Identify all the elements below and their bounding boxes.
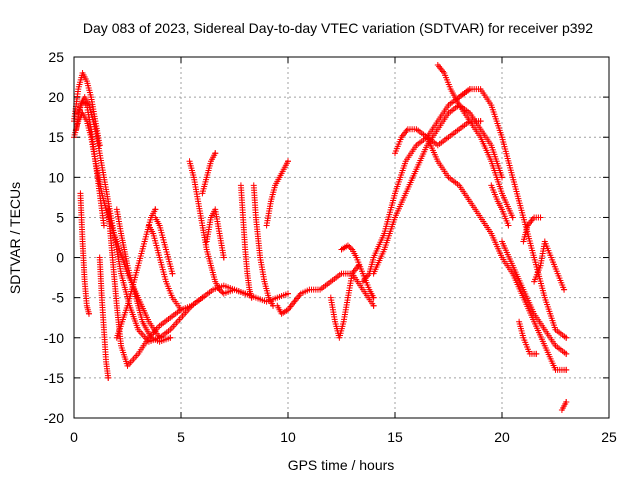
series-arc32 <box>488 182 512 229</box>
series-arc29 <box>531 238 568 293</box>
series-arc25 <box>434 62 516 221</box>
x-tick-label: 10 <box>280 429 296 445</box>
data-point <box>217 287 224 294</box>
y-tick-label: -15 <box>44 370 64 386</box>
y-tick-label: 0 <box>56 250 64 266</box>
chart-title: Day 083 of 2023, Sidereal Day-to-day VTE… <box>83 20 593 36</box>
data-point <box>167 334 174 341</box>
series-arc11 <box>152 214 176 277</box>
series-arc30 <box>558 398 570 413</box>
series-arc6 <box>96 254 112 381</box>
data-point <box>533 350 540 357</box>
data-point <box>220 254 227 261</box>
x-tick-label: 20 <box>494 429 510 445</box>
series-arc10 <box>145 222 249 313</box>
data-point <box>537 214 544 221</box>
series-arc14 <box>203 206 227 261</box>
data-point <box>169 270 176 277</box>
data-point <box>346 243 353 250</box>
data-point <box>216 286 223 293</box>
series-arc18 <box>274 270 377 317</box>
data-point <box>100 222 107 229</box>
data-point <box>285 290 291 297</box>
data-point <box>563 350 570 357</box>
y-tick-label: 10 <box>48 169 64 185</box>
y-tick-label: -10 <box>44 330 64 346</box>
x-axis-label: GPS time / hours <box>288 457 395 473</box>
y-tick-label: 15 <box>48 129 64 145</box>
data-point <box>347 245 354 252</box>
series-arc16 <box>250 182 277 309</box>
data-point <box>80 99 87 106</box>
series-arc28 <box>516 318 540 357</box>
x-tick-label: 5 <box>177 429 185 445</box>
series-arc5 <box>77 190 92 317</box>
data-points <box>71 62 570 413</box>
data-point <box>152 206 159 213</box>
data-point <box>563 366 570 373</box>
data-point <box>477 118 484 125</box>
y-tick-label: -5 <box>52 290 65 306</box>
data-point <box>85 310 92 317</box>
series-arc26 <box>456 86 570 341</box>
x-tick-label: 15 <box>387 429 403 445</box>
series-arc12 <box>186 158 291 305</box>
data-point <box>82 100 89 107</box>
y-tick-label: 20 <box>48 89 64 105</box>
data-point <box>370 302 377 309</box>
data-point <box>285 158 291 165</box>
y-axis-label: SDTVAR / TECUs <box>7 182 23 294</box>
data-point <box>505 222 512 229</box>
y-tick-label: 25 <box>48 49 64 65</box>
data-point <box>563 398 570 405</box>
grid <box>74 57 609 418</box>
x-tick-label: 0 <box>70 429 78 445</box>
data-point <box>105 374 112 381</box>
series-arc27 <box>499 238 570 357</box>
series-arc24 <box>424 134 570 373</box>
series-arc15 <box>237 182 255 301</box>
data-point <box>79 98 86 105</box>
data-point <box>370 294 377 301</box>
data-point <box>561 286 568 293</box>
series-arc1 <box>71 70 103 149</box>
data-point <box>499 174 505 181</box>
series-arc13 <box>199 150 219 197</box>
x-tick-label: 25 <box>601 429 617 445</box>
series-arc19 <box>327 262 362 341</box>
y-tick-label: 5 <box>56 209 64 225</box>
series-arc31 <box>520 214 544 245</box>
data-point <box>219 289 226 296</box>
data-point <box>212 150 219 157</box>
plot-frame <box>73 56 610 419</box>
data-point <box>344 242 351 249</box>
series-arc23 <box>370 102 505 277</box>
data-point <box>248 294 255 301</box>
data-point <box>563 334 570 341</box>
series-arc4 <box>75 98 107 229</box>
y-tick-label: -20 <box>44 410 64 426</box>
series-arc7 <box>105 206 184 369</box>
series-arc17 <box>263 158 291 229</box>
data-point <box>509 214 516 221</box>
